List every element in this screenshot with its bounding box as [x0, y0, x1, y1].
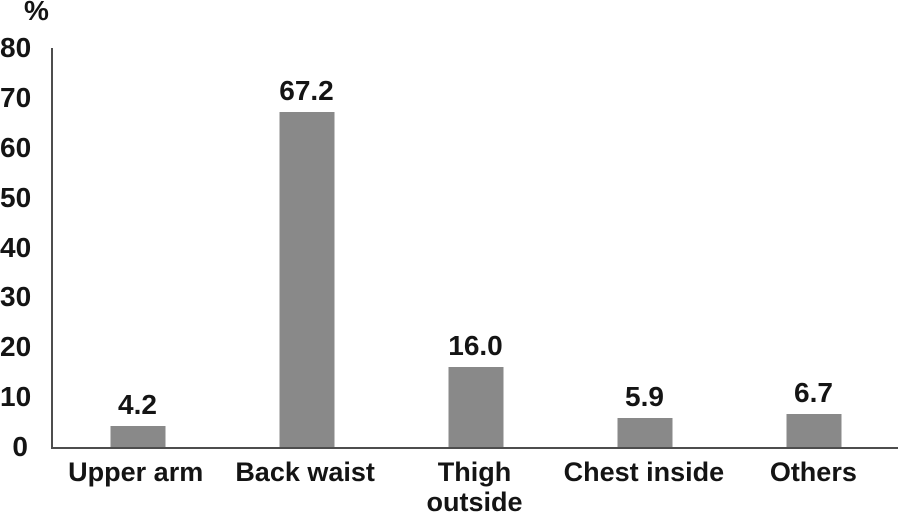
y-tick-label: 30 — [0, 281, 32, 313]
value-label: 5.9 — [625, 380, 664, 412]
y-axis-tick-labels: 0 10 20 30 40 50 60 70 80 — [0, 34, 32, 461]
x-axis-category-labels: Upper arm Back waist Thigh outside Chest in… — [51, 457, 898, 517]
value-label: 67.2 — [279, 74, 334, 106]
y-tick-label: 70 — [0, 81, 32, 113]
bar-slot: 4.2 — [53, 48, 222, 447]
y-tick-label: 80 — [0, 32, 32, 63]
bar — [786, 413, 841, 447]
bar — [279, 111, 334, 447]
y-tick-label: 0 — [12, 431, 28, 462]
y-tick-label: 60 — [0, 131, 32, 163]
category-label: Upper arm — [68, 457, 204, 487]
bar — [448, 367, 503, 447]
y-tick-label: 10 — [0, 381, 32, 413]
bar-slot: 67.2 — [222, 48, 391, 447]
y-tick-label: 20 — [0, 331, 32, 363]
value-label: 16.0 — [448, 330, 503, 362]
bar — [110, 426, 165, 447]
category-label: Others — [769, 457, 857, 487]
category-label: Chest inside — [563, 457, 725, 487]
bar-slot: 16.0 — [391, 48, 560, 447]
bar — [617, 417, 672, 447]
value-label: 6.7 — [794, 376, 833, 408]
bar-slot: 6.7 — [729, 48, 898, 447]
category-label: Back waist — [235, 457, 375, 487]
plot-area: 4.2 67.2 16.0 5.9 6.7 — [51, 48, 898, 449]
y-tick-label: 50 — [0, 181, 32, 213]
value-label: 4.2 — [118, 389, 157, 421]
category-label: Thigh outside — [426, 457, 523, 517]
y-tick-label: 40 — [0, 231, 32, 263]
bar-slot: 5.9 — [560, 48, 729, 447]
y-axis-unit-label: % — [24, 0, 49, 26]
